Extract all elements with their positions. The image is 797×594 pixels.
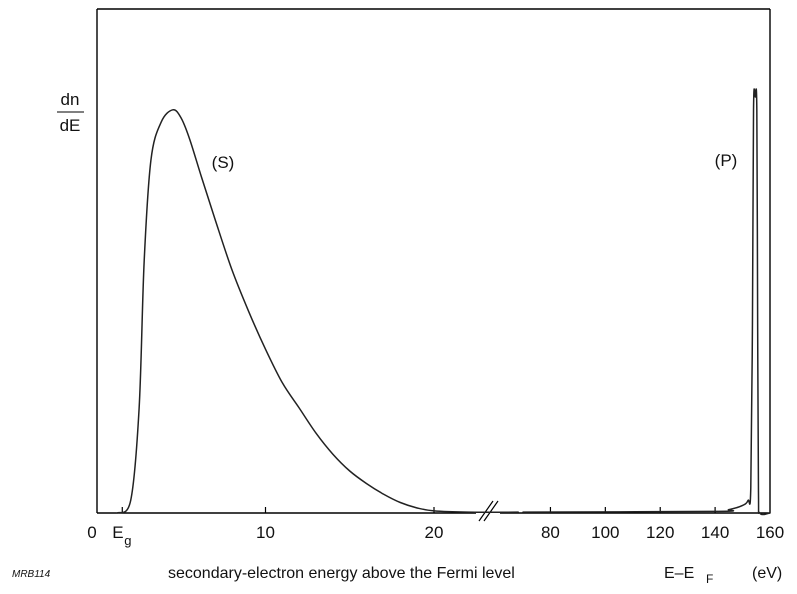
x-tick-label: 10 — [256, 523, 275, 542]
x-axis-symbol-subscript: F — [706, 572, 713, 586]
y-axis-label-denominator: dE — [60, 116, 81, 135]
x-axis-label: secondary-electron energy above the Ferm… — [168, 565, 515, 582]
figure-code: MRB114 — [12, 569, 51, 580]
axis-break-mark — [476, 500, 500, 524]
x-tick-label-bandgap-subscript: g — [124, 533, 131, 548]
axis-break-line-right — [483, 500, 499, 522]
x-axis-symbol: E–E — [664, 565, 694, 582]
axis-break-line-left — [478, 500, 494, 522]
annotation-secondary-peak: (S) — [212, 153, 235, 172]
annotation-primary-peak: (P) — [715, 151, 738, 170]
x-tick-label: 120 — [646, 523, 674, 542]
x-tick-label: 0 — [87, 523, 96, 542]
plot-frame — [97, 8, 771, 513]
x-tick-labels: 0 10 20 80 100 120 140 160 — [87, 523, 784, 542]
spectrum-curves — [116, 88, 771, 516]
primary-electron-curve — [522, 88, 771, 516]
secondary-electron-curve — [116, 109, 519, 514]
x-tick-label: 160 — [756, 523, 784, 542]
x-tick-label: 100 — [591, 523, 619, 542]
x-tick-label: 80 — [541, 523, 560, 542]
x-tick-label: 140 — [701, 523, 729, 542]
x-tick-label: 20 — [425, 523, 444, 542]
x-tick-label-bandgap: E — [112, 523, 123, 542]
y-axis-label-numerator: dn — [61, 90, 80, 109]
x-axis-unit: (eV) — [752, 565, 782, 582]
